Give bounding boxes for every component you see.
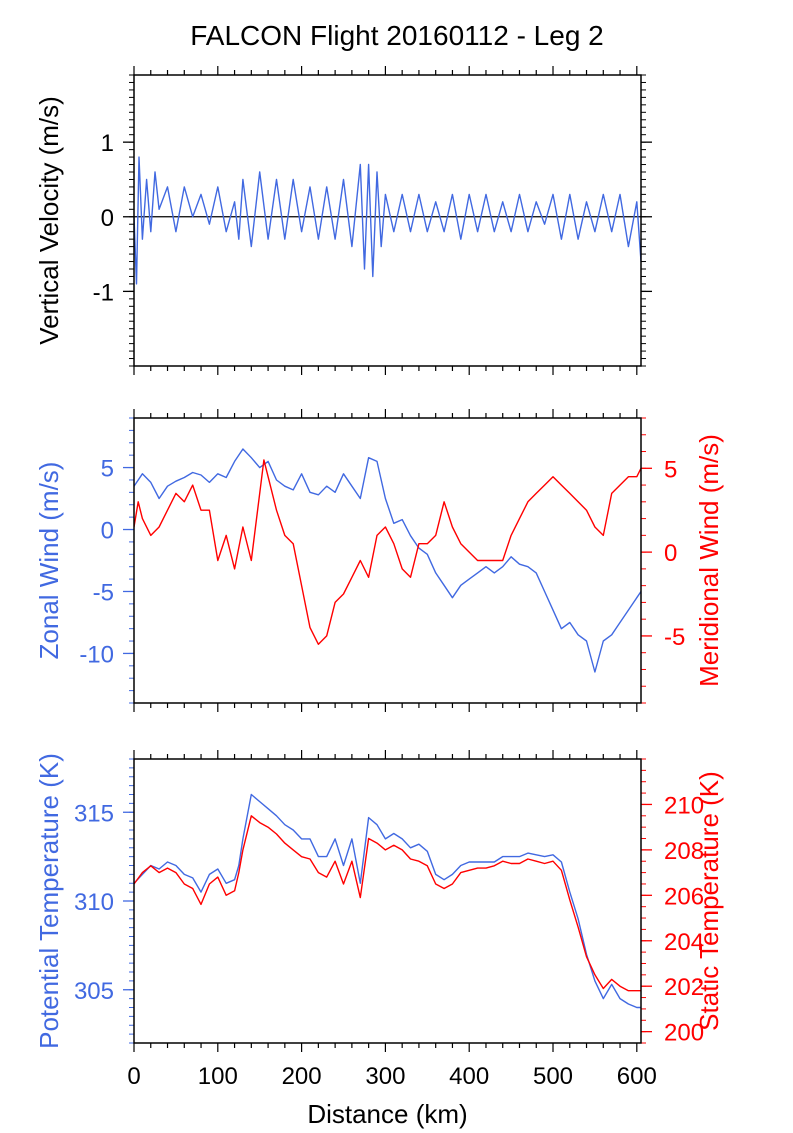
y-tick-label: -10 (79, 641, 114, 668)
y-axis-label: Potential Temperature (K) (34, 753, 64, 1049)
y-right-tick-label: 5 (664, 456, 677, 483)
y-tick-label: 0 (101, 518, 114, 545)
y-right-tick-label: 202 (664, 974, 704, 1001)
y-right-tick-label: 208 (664, 838, 704, 865)
x-axis-label: Distance (km) (307, 1099, 467, 1129)
panel-vertical-velocity: 1 0 -1 Vertical Velocity (m/s) (34, 66, 652, 375)
y-tick-label: -5 (93, 579, 114, 606)
y-tick-label: 315 (74, 800, 114, 827)
y-right-tick-label: 0 (664, 540, 677, 567)
series-line-zonal-wind (134, 448, 641, 673)
y-right-tick-label: 206 (664, 883, 704, 910)
panel-wind: 5 0 -5 -10 5 0 -5 Zonal Wind (m/s) Meridional Wi… (34, 409, 724, 712)
y-right-axis-label: Meridional Wind (m/s) (694, 434, 724, 687)
y-axis-label: Zonal Wind (m/s) (34, 462, 64, 660)
series-line-vertical-velocity (134, 156, 641, 285)
series-line-potential-temperature (134, 793, 641, 1009)
y-right-tick-label: -5 (664, 624, 685, 651)
y-right-tick-label: 200 (664, 1020, 704, 1047)
figure-title: FALCON Flight 20160112 - Leg 2 (190, 20, 604, 51)
y-tick-label: 5 (101, 456, 114, 483)
x-tick-label: 500 (533, 1063, 573, 1090)
x-tick-label: 0 (127, 1063, 140, 1090)
y-right-axis-label: Static Temperature (K) (694, 771, 724, 1031)
y-tick-label: 1 (101, 130, 114, 157)
x-tick-label: 300 (365, 1063, 405, 1090)
plot-frame (133, 74, 642, 367)
y-tick-label: -1 (93, 279, 114, 306)
y-tick-label: 305 (74, 978, 114, 1005)
y-right-tick-label: 204 (664, 929, 704, 956)
y-tick-label: 310 (74, 889, 114, 916)
x-tick-label: 200 (282, 1063, 322, 1090)
y-right-tick-label: 210 (664, 792, 704, 819)
series-line-meridional-wind (134, 459, 641, 645)
plot-frame (133, 417, 642, 704)
y-tick-label: 0 (101, 205, 114, 232)
series-line-static-temperature (134, 815, 641, 992)
x-tick-label: 400 (449, 1063, 489, 1090)
plot-frame (133, 758, 642, 1044)
panel-temperature: 315 310 305 210 208 206 204 202 200 Potential Tem… (34, 750, 724, 1129)
y-axis-label: Vertical Velocity (m/s) (34, 96, 64, 345)
x-tick-label: 100 (198, 1063, 238, 1090)
x-tick-label: 600 (617, 1063, 657, 1090)
